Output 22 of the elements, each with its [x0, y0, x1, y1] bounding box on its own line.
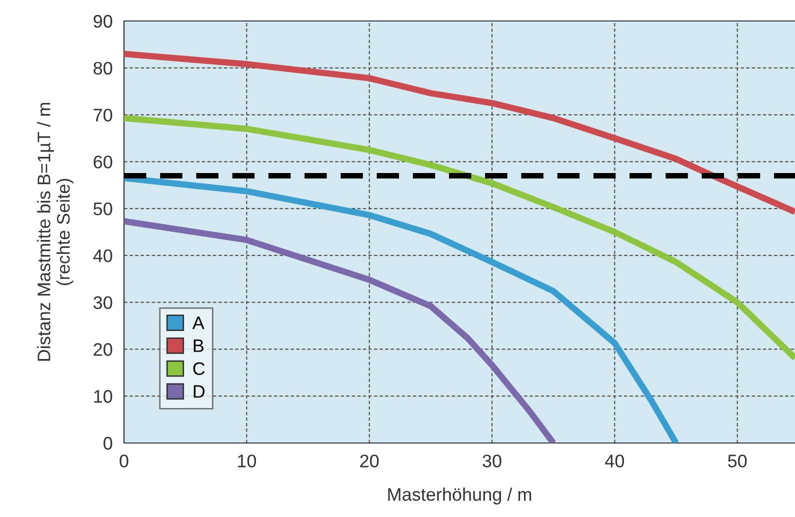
- x-tick-label: 30: [482, 454, 502, 468]
- y-tick-label: 10: [94, 390, 112, 403]
- legend-label: C: [193, 362, 205, 375]
- y-tick-label: 30: [93, 296, 112, 310]
- x-tick-label: 40: [605, 454, 624, 468]
- legend-label: D: [194, 385, 205, 398]
- y-tick-label: 40: [93, 249, 112, 262]
- y-tick-label: 0: [104, 436, 112, 450]
- x-axis-title: Masterhöhung / m: [388, 488, 532, 504]
- y-axis-title: Distanz Mastmitte bis B=1µT / m (rechte Seite): [37, 102, 74, 361]
- x-tick-label: 20: [360, 454, 379, 468]
- y-tick-label: 70: [94, 108, 112, 122]
- y-tick-label: 80: [94, 62, 112, 75]
- legend-label: B: [194, 339, 204, 352]
- y-tick-label: 50: [94, 202, 112, 216]
- x-tick-label: 0: [120, 454, 128, 468]
- y-tick-label: 90: [94, 14, 112, 28]
- y-tick-label: 20: [94, 343, 112, 356]
- x-tick-label: 10: [238, 454, 256, 468]
- legend-label: A: [192, 316, 204, 330]
- y-tick-label: 60: [94, 156, 112, 168]
- x-tick-label: 50: [728, 454, 747, 468]
